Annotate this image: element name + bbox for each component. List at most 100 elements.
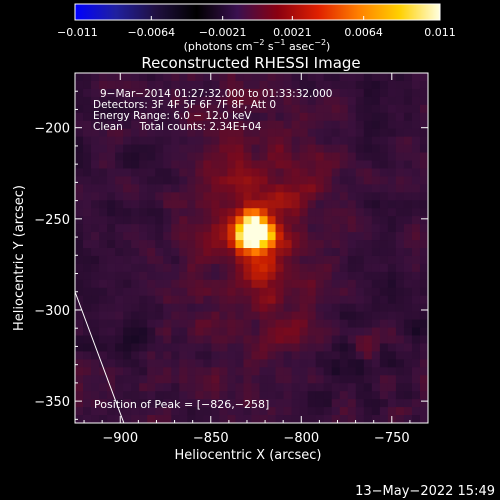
heatmap-cell <box>155 287 164 297</box>
colorbar-tick-label: 0.0021 <box>273 26 312 39</box>
annotation-block: 9−Mar−2014 01:27:32.000 to 01:33:32.000 … <box>93 88 332 133</box>
heatmap-cell <box>395 383 405 392</box>
x-tick-label: −900 <box>102 431 138 446</box>
heatmap-cell <box>411 224 421 233</box>
heatmap-cell <box>411 184 421 193</box>
heatmap-cell <box>91 88 100 98</box>
heatmap-cell <box>251 279 261 289</box>
heatmap-cell <box>339 391 349 400</box>
heatmap-cell <box>203 136 212 146</box>
heatmap-cell <box>179 375 188 384</box>
heatmap-cell <box>371 375 381 384</box>
heatmap-cell <box>155 263 164 273</box>
heatmap-cell <box>139 351 148 360</box>
heatmap-cell <box>227 391 237 400</box>
heatmap-cell <box>355 279 365 289</box>
heatmap-cell <box>371 120 381 130</box>
heatmap-cell <box>203 216 212 225</box>
heatmap-cell <box>227 248 237 257</box>
heatmap-cell <box>259 279 269 289</box>
heatmap-cell <box>91 255 100 265</box>
heatmap-cell <box>243 152 253 162</box>
heatmap-cell <box>75 216 84 225</box>
heatmap-cell <box>99 192 108 201</box>
heatmap-cell <box>179 224 188 233</box>
heatmap-cell <box>107 176 116 185</box>
heatmap-cell <box>211 152 221 162</box>
heatmap-cell <box>291 407 301 416</box>
heatmap-cell <box>307 407 317 416</box>
heatmap-cell <box>219 136 229 146</box>
heatmap-cell <box>91 399 100 408</box>
heatmap-cell <box>299 415 309 423</box>
heatmap-cell <box>291 319 301 329</box>
heatmap-cell <box>403 73 413 82</box>
heatmap-cell <box>147 375 156 384</box>
heatmap-cell <box>315 168 325 178</box>
heatmap-cell <box>235 73 245 82</box>
heatmap-cell <box>259 88 269 98</box>
heatmap-cell <box>235 216 245 225</box>
heatmap-cell <box>91 120 100 130</box>
heatmap-cell <box>91 319 100 329</box>
heatmap-cell <box>243 415 253 423</box>
heatmap-cell <box>211 303 221 313</box>
heatmap-cell <box>411 351 421 360</box>
heatmap-cell <box>347 391 357 400</box>
heatmap-cell <box>323 303 333 313</box>
heatmap-cell <box>83 327 92 337</box>
heatmap-cell <box>211 407 221 416</box>
heatmap-cell <box>275 128 285 138</box>
heatmap-cell <box>315 136 325 146</box>
heatmap-cell <box>131 200 140 209</box>
heatmap-cell <box>243 327 253 337</box>
heatmap-cell <box>283 216 293 225</box>
heatmap-cell <box>227 216 237 225</box>
heatmap-cell <box>363 295 373 305</box>
heatmap-cell <box>139 128 148 138</box>
heatmap-cell <box>139 295 148 305</box>
heatmap-cell <box>107 287 116 297</box>
heatmap-cell <box>395 104 405 114</box>
heatmap-cell <box>187 216 196 225</box>
heatmap-cell <box>123 176 132 185</box>
heatmap-cell <box>235 208 245 217</box>
heatmap-cell <box>179 216 188 225</box>
heatmap-cell <box>115 359 124 368</box>
heatmap-cell <box>235 319 245 329</box>
heatmap-cell <box>331 96 341 106</box>
heatmap-cell <box>235 271 245 281</box>
heatmap-cell <box>291 168 301 178</box>
solar-limb-line <box>75 291 125 423</box>
heatmap-cell <box>211 128 221 138</box>
heatmap-cell <box>323 200 333 209</box>
heatmap-cell <box>251 271 261 281</box>
heatmap-cell <box>419 73 428 82</box>
heatmap-cell <box>275 184 285 193</box>
heatmap-cell <box>219 407 229 416</box>
heatmap-cell <box>195 343 204 353</box>
heatmap-cell <box>83 168 92 178</box>
heatmap-cell <box>75 295 84 305</box>
heatmap-cell <box>115 311 124 321</box>
heatmap-cell <box>91 303 100 313</box>
heatmap-cell <box>307 263 317 273</box>
heatmap-cell <box>283 88 293 98</box>
heatmap-cell <box>307 311 317 321</box>
heatmap-cell <box>179 327 188 337</box>
heatmap-cell <box>227 383 237 392</box>
heatmap-cell <box>291 160 301 170</box>
heatmap-cell <box>291 375 301 384</box>
heatmap-cell <box>275 351 285 360</box>
heatmap-cell <box>75 112 84 122</box>
heatmap-cell <box>331 144 341 154</box>
heatmap-cell <box>291 176 301 185</box>
heatmap-cell <box>347 144 357 154</box>
heatmap-cell <box>227 319 237 329</box>
heatmap-cell <box>347 383 357 392</box>
heatmap-cell <box>83 343 92 353</box>
heatmap-cell <box>379 80 389 90</box>
heatmap-cell <box>387 407 397 416</box>
heatmap-cell <box>347 343 357 353</box>
heatmap-cell <box>379 287 389 297</box>
